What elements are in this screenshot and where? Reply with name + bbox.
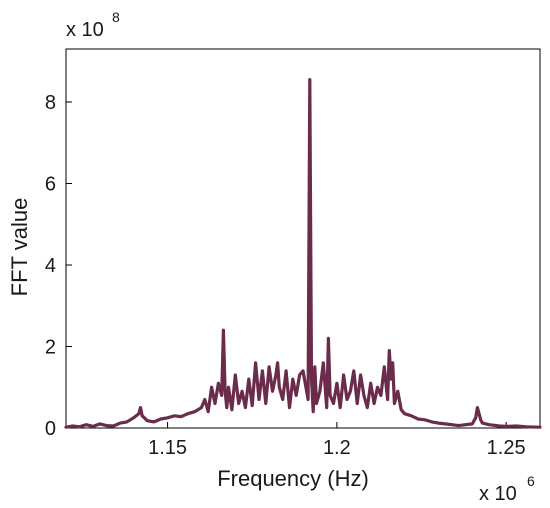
y-axis-label: FFT value (7, 198, 32, 297)
x-multiplier-base: x 10 (479, 483, 517, 505)
y-multiplier-exponent: 8 (112, 9, 120, 25)
plot-frame (65, 48, 541, 429)
y-tick-label: 6 (45, 173, 56, 195)
x-tick-label: 1.2 (323, 437, 351, 459)
y-tick-label: 8 (45, 92, 56, 114)
y-tick-label: 0 (45, 418, 56, 440)
y-tick-label: 2 (45, 336, 56, 358)
x-multiplier: x 10 6 (479, 473, 535, 505)
y-tick-label: 4 (45, 255, 56, 277)
x-ticks: 1.15 1.2 1.25 (148, 422, 526, 459)
x-tick-label: 1.15 (148, 437, 187, 459)
x-tick-label: 1.25 (487, 437, 526, 459)
y-multiplier-base: x 10 (66, 19, 104, 41)
x-axis-label: Frequency (Hz) (217, 466, 369, 491)
y-ticks: 0 2 4 6 8 (45, 92, 72, 440)
y-multiplier: x 10 8 (66, 9, 120, 41)
fft-series-line (64, 78, 542, 429)
x-multiplier-exponent: 6 (527, 473, 535, 489)
